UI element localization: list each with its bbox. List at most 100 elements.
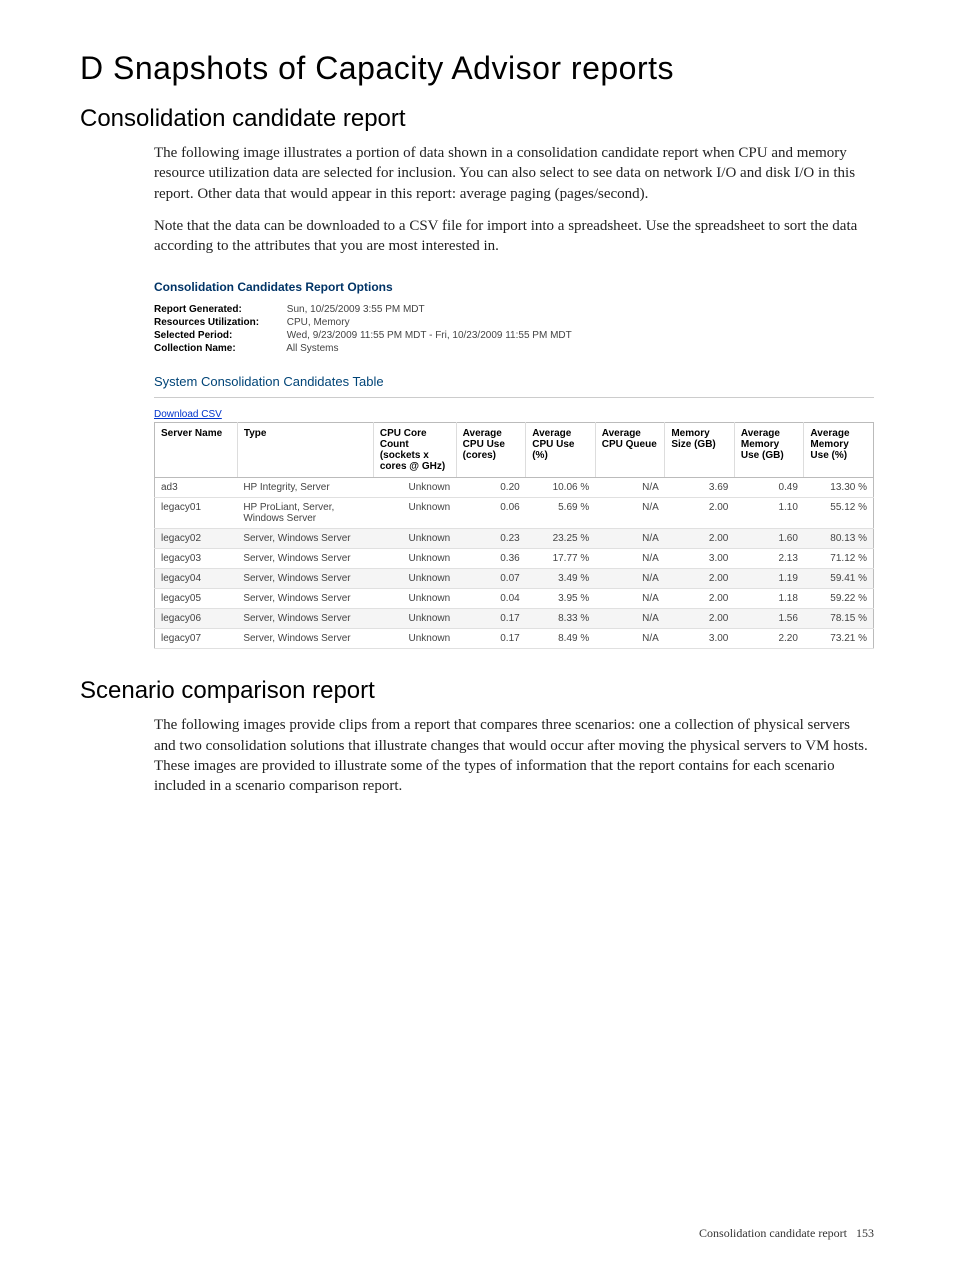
cell-avg_mem_pct: 59.41 %	[804, 569, 874, 589]
divider	[154, 397, 874, 398]
cell-avg_mem_pct: 55.12 %	[804, 498, 874, 529]
cell-cpu_core: Unknown	[373, 529, 456, 549]
cell-avg_cpu_cores: 0.07	[456, 569, 526, 589]
cell-cpu_core: Unknown	[373, 498, 456, 529]
table-row: legacy06Server, Windows ServerUnknown0.1…	[155, 609, 874, 629]
cell-avg_mem_gb: 0.49	[734, 478, 804, 498]
cell-name: legacy04	[155, 569, 238, 589]
cell-type: Server, Windows Server	[237, 549, 373, 569]
cell-cpu_core: Unknown	[373, 609, 456, 629]
cell-mem_size: 2.00	[665, 569, 735, 589]
meta-row-period: Selected Period: Wed, 9/23/2009 11:55 PM…	[154, 330, 874, 341]
col-type: Type	[237, 423, 373, 478]
cell-avg_cpu_cores: 0.36	[456, 549, 526, 569]
cell-cpu_core: Unknown	[373, 569, 456, 589]
cell-type: Server, Windows Server	[237, 609, 373, 629]
meta-row-collection: Collection Name: All Systems	[154, 343, 874, 354]
cell-name: ad3	[155, 478, 238, 498]
cell-avg_mem_gb: 1.10	[734, 498, 804, 529]
cell-avg_cpu_pct: 10.06 %	[526, 478, 596, 498]
meta-row-generated: Report Generated: Sun, 10/25/2009 3:55 P…	[154, 304, 874, 315]
meta-value: All Systems	[286, 343, 338, 354]
section-scenario-title: Scenario comparison report	[80, 677, 874, 705]
cell-avg_mem_pct: 80.13 %	[804, 529, 874, 549]
cell-type: Server, Windows Server	[237, 629, 373, 649]
cell-avg_cpu_q: N/A	[595, 629, 665, 649]
cell-avg_mem_pct: 13.30 %	[804, 478, 874, 498]
col-cpu-core: CPU Core Count (sockets x cores @ GHz)	[373, 423, 456, 478]
cell-type: Server, Windows Server	[237, 529, 373, 549]
cell-name: legacy06	[155, 609, 238, 629]
paragraph: The following image illustrates a portio…	[154, 143, 874, 204]
cell-type: HP Integrity, Server	[237, 478, 373, 498]
cell-avg_mem_gb: 1.60	[734, 529, 804, 549]
candidates-table: Server Name Type CPU Core Count (sockets…	[154, 422, 874, 649]
cell-avg_mem_pct: 71.12 %	[804, 549, 874, 569]
cell-avg_mem_pct: 73.21 %	[804, 629, 874, 649]
cell-type: Server, Windows Server	[237, 569, 373, 589]
download-csv-link[interactable]: Download CSV	[154, 409, 222, 420]
cell-avg_cpu_pct: 8.49 %	[526, 629, 596, 649]
cell-avg_mem_gb: 1.56	[734, 609, 804, 629]
cell-type: Server, Windows Server	[237, 589, 373, 609]
cell-avg_cpu_cores: 0.06	[456, 498, 526, 529]
cell-mem_size: 3.00	[665, 549, 735, 569]
cell-avg_mem_pct: 78.15 %	[804, 609, 874, 629]
cell-name: legacy03	[155, 549, 238, 569]
cell-avg_mem_gb: 2.13	[734, 549, 804, 569]
meta-value: Sun, 10/25/2009 3:55 PM MDT	[287, 304, 425, 315]
cell-avg_mem_pct: 59.22 %	[804, 589, 874, 609]
cell-avg_cpu_pct: 8.33 %	[526, 609, 596, 629]
cell-name: legacy05	[155, 589, 238, 609]
cell-avg_cpu_q: N/A	[595, 609, 665, 629]
cell-avg_cpu_q: N/A	[595, 529, 665, 549]
cell-mem_size: 3.69	[665, 478, 735, 498]
cell-avg_cpu_pct: 17.77 %	[526, 549, 596, 569]
meta-label: Resources Utilization:	[154, 317, 284, 328]
footer-page-number: 153	[856, 1226, 874, 1240]
cell-avg_cpu_pct: 5.69 %	[526, 498, 596, 529]
col-avg-mem-pct: Average Memory Use (%)	[804, 423, 874, 478]
section-consolidation-title: Consolidation candidate report	[80, 105, 874, 133]
col-avg-cpu-cores: Average CPU Use (cores)	[456, 423, 526, 478]
page-footer: Consolidation candidate report 153	[699, 1226, 874, 1241]
cell-avg_cpu_pct: 3.49 %	[526, 569, 596, 589]
meta-value: CPU, Memory	[287, 317, 350, 328]
page-container: D Snapshots of Capacity Advisor reports …	[0, 0, 954, 1271]
cell-cpu_core: Unknown	[373, 589, 456, 609]
cell-avg_cpu_cores: 0.17	[456, 629, 526, 649]
cell-type: HP ProLiant, Server, Windows Server	[237, 498, 373, 529]
paragraph: The following images provide clips from …	[154, 715, 874, 796]
col-server-name: Server Name	[155, 423, 238, 478]
cell-cpu_core: Unknown	[373, 549, 456, 569]
cell-avg_cpu_q: N/A	[595, 589, 665, 609]
cell-avg_cpu_cores: 0.23	[456, 529, 526, 549]
cell-avg_cpu_q: N/A	[595, 478, 665, 498]
cell-avg_mem_gb: 1.19	[734, 569, 804, 589]
cell-mem_size: 2.00	[665, 529, 735, 549]
cell-mem_size: 2.00	[665, 609, 735, 629]
table-row: legacy03Server, Windows ServerUnknown0.3…	[155, 549, 874, 569]
table-header-row: Server Name Type CPU Core Count (sockets…	[155, 423, 874, 478]
section-scenario-body: The following images provide clips from …	[154, 715, 874, 796]
meta-value: Wed, 9/23/2009 11:55 PM MDT - Fri, 10/23…	[287, 330, 572, 341]
cell-avg_cpu_q: N/A	[595, 569, 665, 589]
section-consolidation-body: The following image illustrates a portio…	[154, 143, 874, 256]
cell-mem_size: 2.00	[665, 498, 735, 529]
cell-avg_mem_gb: 1.18	[734, 589, 804, 609]
cell-cpu_core: Unknown	[373, 478, 456, 498]
table-row: legacy05Server, Windows ServerUnknown0.0…	[155, 589, 874, 609]
meta-label: Selected Period:	[154, 330, 284, 341]
cell-cpu_core: Unknown	[373, 629, 456, 649]
cell-avg_mem_gb: 2.20	[734, 629, 804, 649]
table-row: legacy04Server, Windows ServerUnknown0.0…	[155, 569, 874, 589]
cell-mem_size: 3.00	[665, 629, 735, 649]
cell-avg_cpu_pct: 23.25 %	[526, 529, 596, 549]
col-avg-mem-gb: Average Memory Use (GB)	[734, 423, 804, 478]
cell-avg_cpu_q: N/A	[595, 549, 665, 569]
col-avg-cpu-queue: Average CPU Queue	[595, 423, 665, 478]
col-avg-cpu-pct: Average CPU Use (%)	[526, 423, 596, 478]
cell-name: legacy07	[155, 629, 238, 649]
cell-avg_cpu_cores: 0.17	[456, 609, 526, 629]
cell-avg_cpu_cores: 0.20	[456, 478, 526, 498]
